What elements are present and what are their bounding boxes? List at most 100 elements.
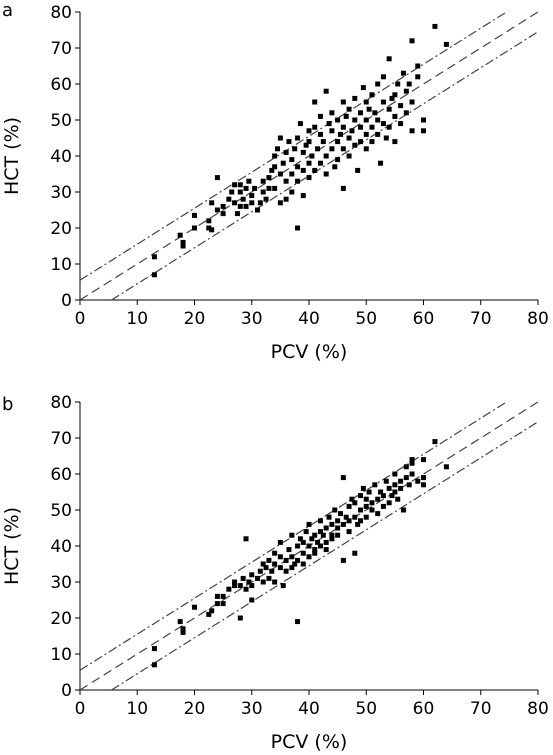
data-point [180,629,186,635]
y-tick-label: 80 [50,393,72,413]
y-tick-label: 10 [50,255,72,275]
y-tick-label: 0 [61,291,72,311]
data-point [340,475,346,481]
y-tick-label: 70 [50,39,72,59]
data-point [360,85,366,91]
data-point [272,164,278,170]
data-point [180,626,186,632]
data-point [289,189,295,195]
data-point [375,117,381,123]
data-point [403,475,409,481]
data-point [300,167,306,173]
data-point [249,572,255,578]
data-point [323,547,329,553]
data-point [380,74,386,80]
data-point [329,128,335,134]
data-point [337,131,343,137]
data-point [220,601,226,607]
y-tick-label: 40 [50,147,72,167]
data-point [303,529,309,535]
data-point [372,482,378,488]
data-point [312,550,318,556]
data-point [315,539,321,545]
data-point [421,482,426,488]
data-point [358,507,364,513]
data-point [363,503,369,509]
data-point [209,200,215,206]
data-point [421,117,426,123]
x-tick-label: 50 [355,699,377,719]
data-point [329,521,335,527]
data-point [340,146,346,152]
data-point [177,619,183,625]
data-point [386,56,392,62]
data-point [254,575,260,581]
data-point [289,565,295,571]
data-point [392,471,398,477]
data-point [317,113,323,119]
data-point [260,189,266,195]
data-point [275,146,281,152]
x-tick-label: 0 [75,699,86,719]
data-point [151,646,157,652]
data-point [234,211,240,217]
data-point [346,518,352,524]
data-point [306,554,312,560]
y-tick-label: 30 [50,573,72,593]
y-tick-label: 50 [50,111,72,131]
data-point [421,457,426,463]
data-point [277,539,283,545]
data-point [392,482,398,488]
data-point [277,565,283,571]
x-tick-label: 60 [413,699,435,719]
data-point [386,106,392,112]
data-point [243,203,249,209]
x-tick-label: 10 [126,309,148,329]
data-point [192,604,197,610]
data-point [335,117,341,123]
limit-line [111,31,539,301]
data-point [306,521,312,527]
data-point [269,568,275,574]
data-point [389,95,395,101]
data-point [232,583,238,589]
data-point [263,565,269,571]
data-point [209,227,215,233]
data-point [409,457,415,463]
data-point [392,489,398,495]
data-point [363,514,369,520]
data-point [280,583,286,589]
data-point [289,554,295,560]
data-point [272,550,278,556]
data-point [292,146,298,152]
data-point [237,203,243,209]
data-point [220,203,226,209]
data-point [295,225,301,231]
data-point [283,557,289,563]
data-point [375,496,381,502]
x-tick-label: 30 [241,699,263,719]
data-point [252,185,258,191]
data-point [380,99,386,105]
y-tick-label: 0 [61,681,72,701]
panel-a: a 0 10 20 30 40 50 60 70 80 0 10 20 30 40 50 60 70 80 PCV (… [1,0,549,363]
y-tick-label: 70 [50,429,72,449]
data-point [355,521,361,527]
data-point [289,171,295,177]
panel-label: a [2,0,13,21]
data-point [369,500,375,506]
data-point [214,593,220,599]
data-point [180,243,186,249]
data-point [266,557,272,563]
data-point [226,196,232,202]
data-point [283,149,289,155]
x-tick-label: 70 [470,309,492,329]
data-point [306,175,312,181]
data-point [415,478,421,484]
data-point [443,464,449,470]
data-point [317,160,323,166]
data-point [246,178,252,184]
data-point [403,464,409,470]
data-point [392,139,398,145]
